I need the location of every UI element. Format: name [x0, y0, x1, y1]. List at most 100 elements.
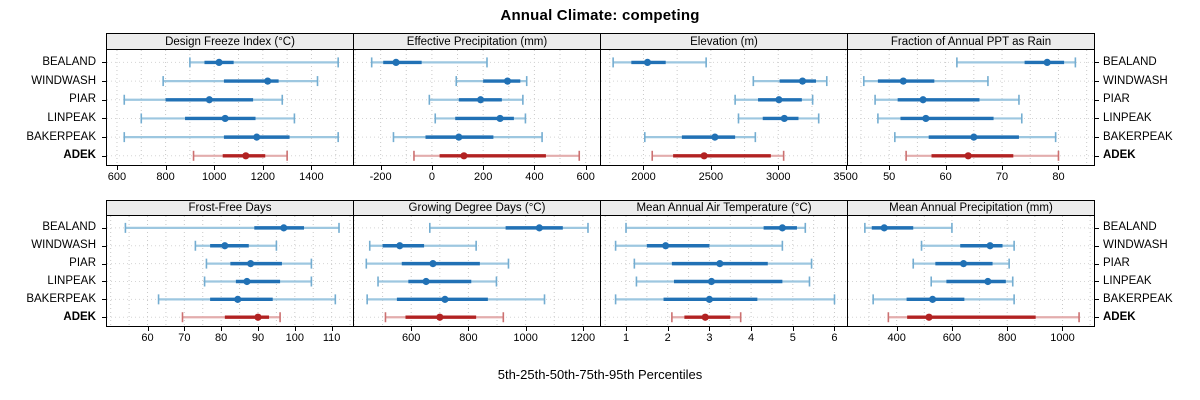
y-tick-mark — [102, 299, 106, 301]
median-dot-bakerpeak — [711, 133, 719, 141]
panel-strip-title: Elevation (m) — [600, 33, 848, 50]
series-bakerpeak — [872, 294, 1015, 305]
median-dot-bealand — [535, 224, 543, 232]
series-adek — [192, 150, 288, 161]
series-bealand — [625, 222, 807, 233]
median-dot-linpeak — [984, 277, 992, 286]
y-tick-mark — [102, 99, 106, 101]
x-tick-label: 800 — [156, 171, 175, 183]
y-tick-mark — [1095, 62, 1099, 64]
x-axis-caption: 5th-25th-50th-75th-95th Percentiles — [497, 367, 703, 382]
x-tick-mark — [585, 166, 587, 170]
station-label-bealand: BEALAND — [1103, 221, 1157, 234]
chart-title: Annual Climate: competing — [500, 7, 700, 24]
median-dot-windwash — [899, 77, 907, 85]
median-dot-bealand — [880, 224, 888, 232]
x-tick-label: 400 — [887, 332, 906, 344]
x-axis-elevation-m: 2000 2500 3000 3500 — [600, 166, 858, 196]
x-axis-design-freeze-index-c: 600 800 1000 1200 1400 — [106, 166, 354, 196]
series-bealand — [864, 222, 953, 233]
x-tick-label: 1200 — [250, 171, 276, 183]
panel-plot-area — [106, 216, 354, 327]
median-dot-piar — [959, 260, 968, 268]
station-label-adek: ADEK — [1103, 310, 1136, 323]
series-linpeak — [140, 113, 296, 124]
median-dot-adek — [701, 313, 709, 321]
panel-plot-area — [106, 50, 354, 166]
series-piar — [428, 94, 524, 105]
x-tick-label: 600 — [942, 332, 962, 344]
station-label-adek: ADEK — [63, 310, 96, 323]
median-dot-linpeak — [243, 277, 251, 286]
panel-plot-area — [847, 216, 1095, 327]
x-tick-label: 2500 — [698, 171, 724, 183]
median-dot-linpeak — [496, 114, 504, 123]
y-tick-mark — [1095, 317, 1099, 319]
y-tick-mark — [1095, 299, 1099, 301]
station-label-piar: PIAR — [69, 93, 96, 106]
median-dot-bakerpeak — [234, 295, 242, 303]
x-tick-mark — [184, 327, 186, 331]
panel-strip-title: Fraction of Annual PPT as Rain — [847, 33, 1095, 50]
median-dot-piar — [205, 96, 213, 104]
median-dot-bakerpeak — [253, 133, 261, 141]
x-tick-label: 80 — [1052, 171, 1065, 183]
x-tick-mark — [1007, 327, 1009, 331]
x-tick-label: 2 — [664, 332, 671, 344]
series-adek — [181, 312, 281, 323]
station-label-bealand: BEALAND — [42, 221, 96, 234]
x-tick-label: 90 — [251, 332, 265, 344]
series-windwash — [920, 240, 1015, 251]
station-label-bealand: BEALAND — [42, 55, 96, 68]
series-piar — [123, 94, 284, 105]
series-piar — [633, 258, 813, 269]
x-tick-mark — [294, 327, 296, 331]
panel-plot-area — [847, 50, 1095, 166]
panel-plot-area — [600, 50, 848, 166]
median-dot-bakerpeak — [928, 295, 937, 303]
station-label-windwash: WINDWASH — [31, 74, 96, 87]
x-tick-mark — [751, 327, 753, 331]
x-tick-mark — [1062, 327, 1064, 331]
x-tick-mark — [951, 327, 953, 331]
x-tick-mark — [626, 327, 628, 331]
x-tick-label: 100 — [285, 332, 304, 344]
panel-plot-area — [353, 50, 601, 166]
median-dot-bealand — [392, 58, 400, 67]
panel-plot-svg — [601, 50, 847, 165]
series-windwash — [862, 76, 989, 87]
x-tick-label: 110 — [322, 332, 341, 344]
x-tick-label: 400 — [525, 171, 544, 183]
median-dot-windwash — [264, 77, 272, 85]
x-tick-label: 1000 — [201, 171, 227, 183]
series-linpeak — [635, 276, 811, 287]
panel-effective-precipitation-mm: Effective Precipitation (mm) -200 0 200 400 6… — [353, 33, 601, 196]
median-dot-windwash — [503, 77, 512, 85]
x-tick-label: 200 — [473, 171, 493, 183]
panel-strip-title: Design Freeze Index (°C) — [106, 33, 354, 50]
median-dot-adek — [242, 152, 250, 160]
x-tick-label: 3000 — [766, 171, 791, 183]
median-dot-bakerpeak — [705, 295, 714, 303]
panel-plot-svg — [601, 216, 847, 326]
x-tick-label: 1000 — [1050, 332, 1075, 344]
median-dot-piar — [429, 260, 437, 268]
x-tick-mark — [710, 166, 712, 170]
x-axis-fraction-of-annual-ppt-as-rain: 50 60 70 80 — [847, 166, 1095, 196]
x-tick-mark — [257, 327, 259, 331]
panel-mean-annual-precipitation-mm: Mean Annual Precipitation (mm) 400 600 800 1… — [847, 200, 1095, 355]
median-dot-windwash — [986, 242, 994, 250]
series-bealand — [956, 57, 1077, 68]
series-bealand — [429, 222, 589, 233]
series-adek — [651, 150, 785, 161]
x-tick-label: 3 — [706, 332, 713, 344]
station-label-piar: PIAR — [1103, 93, 1130, 106]
x-tick-label: 600 — [107, 171, 127, 183]
median-dot-linpeak — [221, 114, 229, 123]
median-dot-bakerpeak — [970, 133, 978, 141]
series-bakerpeak — [392, 132, 543, 143]
station-label-linpeak: LINPEAK — [1103, 274, 1152, 287]
series-bakerpeak — [614, 294, 836, 305]
left-station-labels: BEALAND WINDWASH PIAR LINPEAK BAKERPEAK ADEK — [0, 200, 106, 355]
y-tick-mark — [1095, 245, 1099, 247]
